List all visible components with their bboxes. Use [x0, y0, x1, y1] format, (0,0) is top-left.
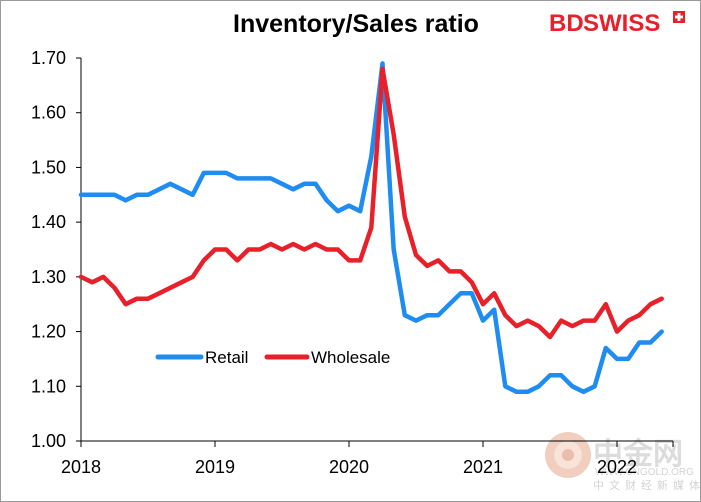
y-tick-label: 1.70: [31, 48, 66, 68]
y-tick-label: 1.10: [31, 376, 66, 396]
bdswiss-logo: BD SWISS: [549, 10, 685, 37]
legend-item-retail: Retail: [155, 348, 248, 367]
x-tick-label: 2022: [597, 457, 637, 477]
y-tick-label: 1.30: [31, 267, 66, 287]
watermark: 中金网 WWW.CNGOLD.ORG 中文财经新媒体: [545, 432, 700, 492]
axes: [76, 57, 674, 447]
series-line-wholesale: [78, 66, 664, 340]
watermark-main-text: 中金网: [593, 437, 683, 472]
logo-swiss-text: SWISS: [583, 10, 660, 37]
legend-label-wholesale: Wholesale: [311, 348, 390, 367]
series-line-retail: [78, 61, 664, 395]
series-group: [78, 61, 664, 395]
x-tick-label: 2018: [61, 457, 101, 477]
legend-item-wholesale: Wholesale: [264, 348, 390, 367]
watermark-sub-text: 中文财经新媒体: [593, 478, 700, 492]
logo-bd-text: BD: [549, 10, 584, 37]
y-tick-label: 1.00: [31, 431, 66, 451]
legend: Retail Wholesale: [155, 348, 390, 367]
x-tick-label: 2020: [329, 457, 369, 477]
legend-label-retail: Retail: [205, 348, 248, 367]
chart-title: Inventory/Sales ratio: [233, 10, 479, 38]
swiss-cross-icon: [673, 11, 685, 23]
x-tick-label: 2021: [463, 457, 503, 477]
x-tick-labels: 2018 2019 2020 2021 2022: [61, 457, 637, 477]
watermark-logo-icon: [545, 432, 591, 478]
y-tick-label: 1.40: [31, 212, 66, 232]
y-tick-label: 1.60: [31, 103, 66, 123]
y-tick-labels: 1.00 1.10 1.20 1.30 1.40 1.50 1.60 1.70: [31, 48, 66, 451]
y-tick-label: 1.50: [31, 157, 66, 177]
y-tick-label: 1.20: [31, 322, 66, 342]
watermark-url-text: WWW.CNGOLD.ORG: [595, 467, 694, 478]
x-tick-label: 2019: [195, 457, 235, 477]
